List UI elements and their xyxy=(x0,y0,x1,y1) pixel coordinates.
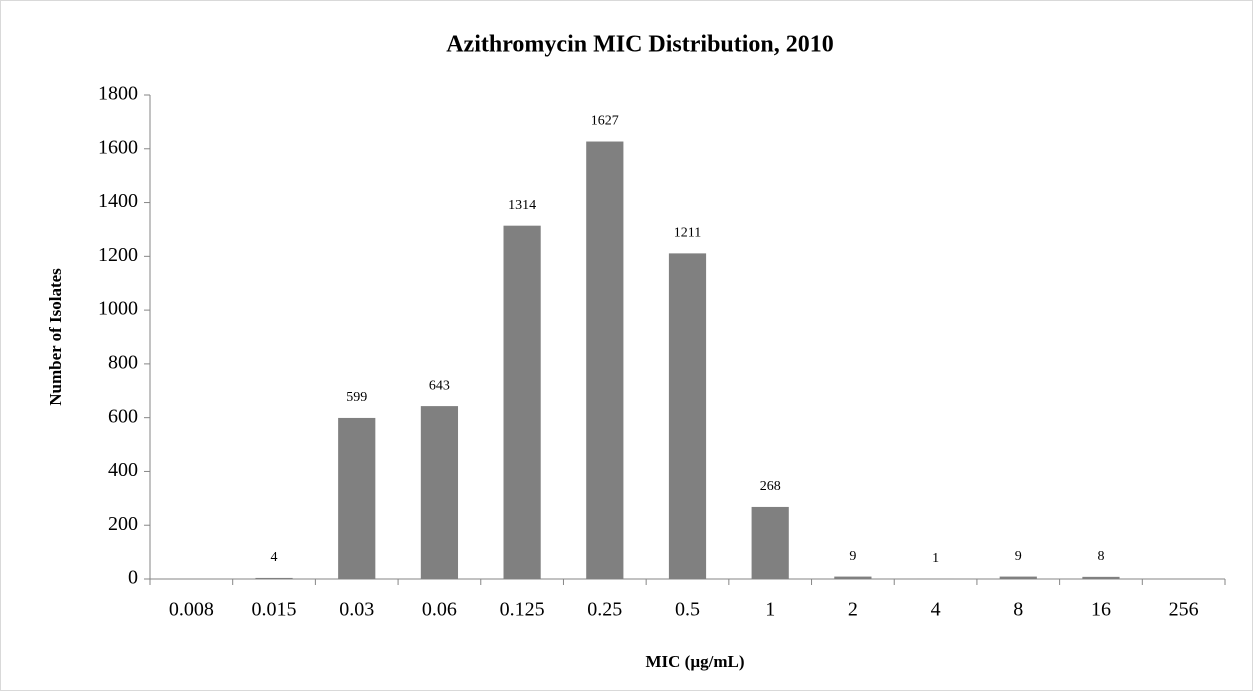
x-tick-label: 256 xyxy=(1169,599,1199,621)
data-label: 1627 xyxy=(591,114,619,129)
bar xyxy=(420,406,459,579)
bar xyxy=(1082,576,1120,579)
data-label: 268 xyxy=(760,479,781,494)
y-axis-label: Number of Isolates xyxy=(46,268,65,406)
bar xyxy=(338,417,376,579)
x-tick-label: 4 xyxy=(931,599,941,621)
data-label: 9 xyxy=(1015,549,1022,564)
x-tick-label: 0.03 xyxy=(339,599,374,621)
y-tick-label: 600 xyxy=(108,405,138,427)
bar xyxy=(668,253,707,579)
y-tick-label: 200 xyxy=(108,513,138,535)
x-tick-label: 16 xyxy=(1091,599,1111,621)
x-tick-label: 0.25 xyxy=(587,599,622,621)
y-tick-label: 400 xyxy=(108,459,138,481)
data-label: 599 xyxy=(346,390,367,405)
bar xyxy=(751,506,789,579)
y-tick-label: 0 xyxy=(128,567,138,589)
x-tick-label: 8 xyxy=(1013,599,1023,621)
y-tick-label: 800 xyxy=(108,351,138,373)
x-axis-label: MIC (µg/mL) xyxy=(645,652,744,671)
x-tick-label: 0.5 xyxy=(675,599,700,621)
data-label: 9 xyxy=(849,549,856,564)
chart-title: Azithromycin MIC Distribution, 2010 xyxy=(446,32,834,58)
x-tick-label: 1 xyxy=(765,599,775,621)
x-tick-label: 2 xyxy=(848,599,858,621)
bar xyxy=(999,576,1037,579)
x-tick-label: 0.008 xyxy=(169,599,214,621)
x-tick-label: 0.015 xyxy=(252,599,297,621)
data-label: 1314 xyxy=(508,198,536,213)
x-tick-label: 0.06 xyxy=(422,599,457,621)
data-label: 4 xyxy=(271,550,278,565)
y-tick-label: 1600 xyxy=(98,136,138,158)
data-label: 8 xyxy=(1097,549,1104,564)
y-tick-label: 1400 xyxy=(98,190,138,212)
y-tick-label: 1800 xyxy=(98,83,138,105)
data-label: 1211 xyxy=(674,226,701,241)
y-tick-label: 1200 xyxy=(98,244,138,266)
bar xyxy=(503,225,541,579)
bar xyxy=(255,577,293,579)
bar xyxy=(586,141,624,580)
data-label: 643 xyxy=(429,378,450,393)
x-tick-label: 0.125 xyxy=(500,599,545,621)
bar xyxy=(834,576,872,579)
y-tick-label: 1000 xyxy=(98,298,138,320)
data-label: 1 xyxy=(932,551,939,566)
